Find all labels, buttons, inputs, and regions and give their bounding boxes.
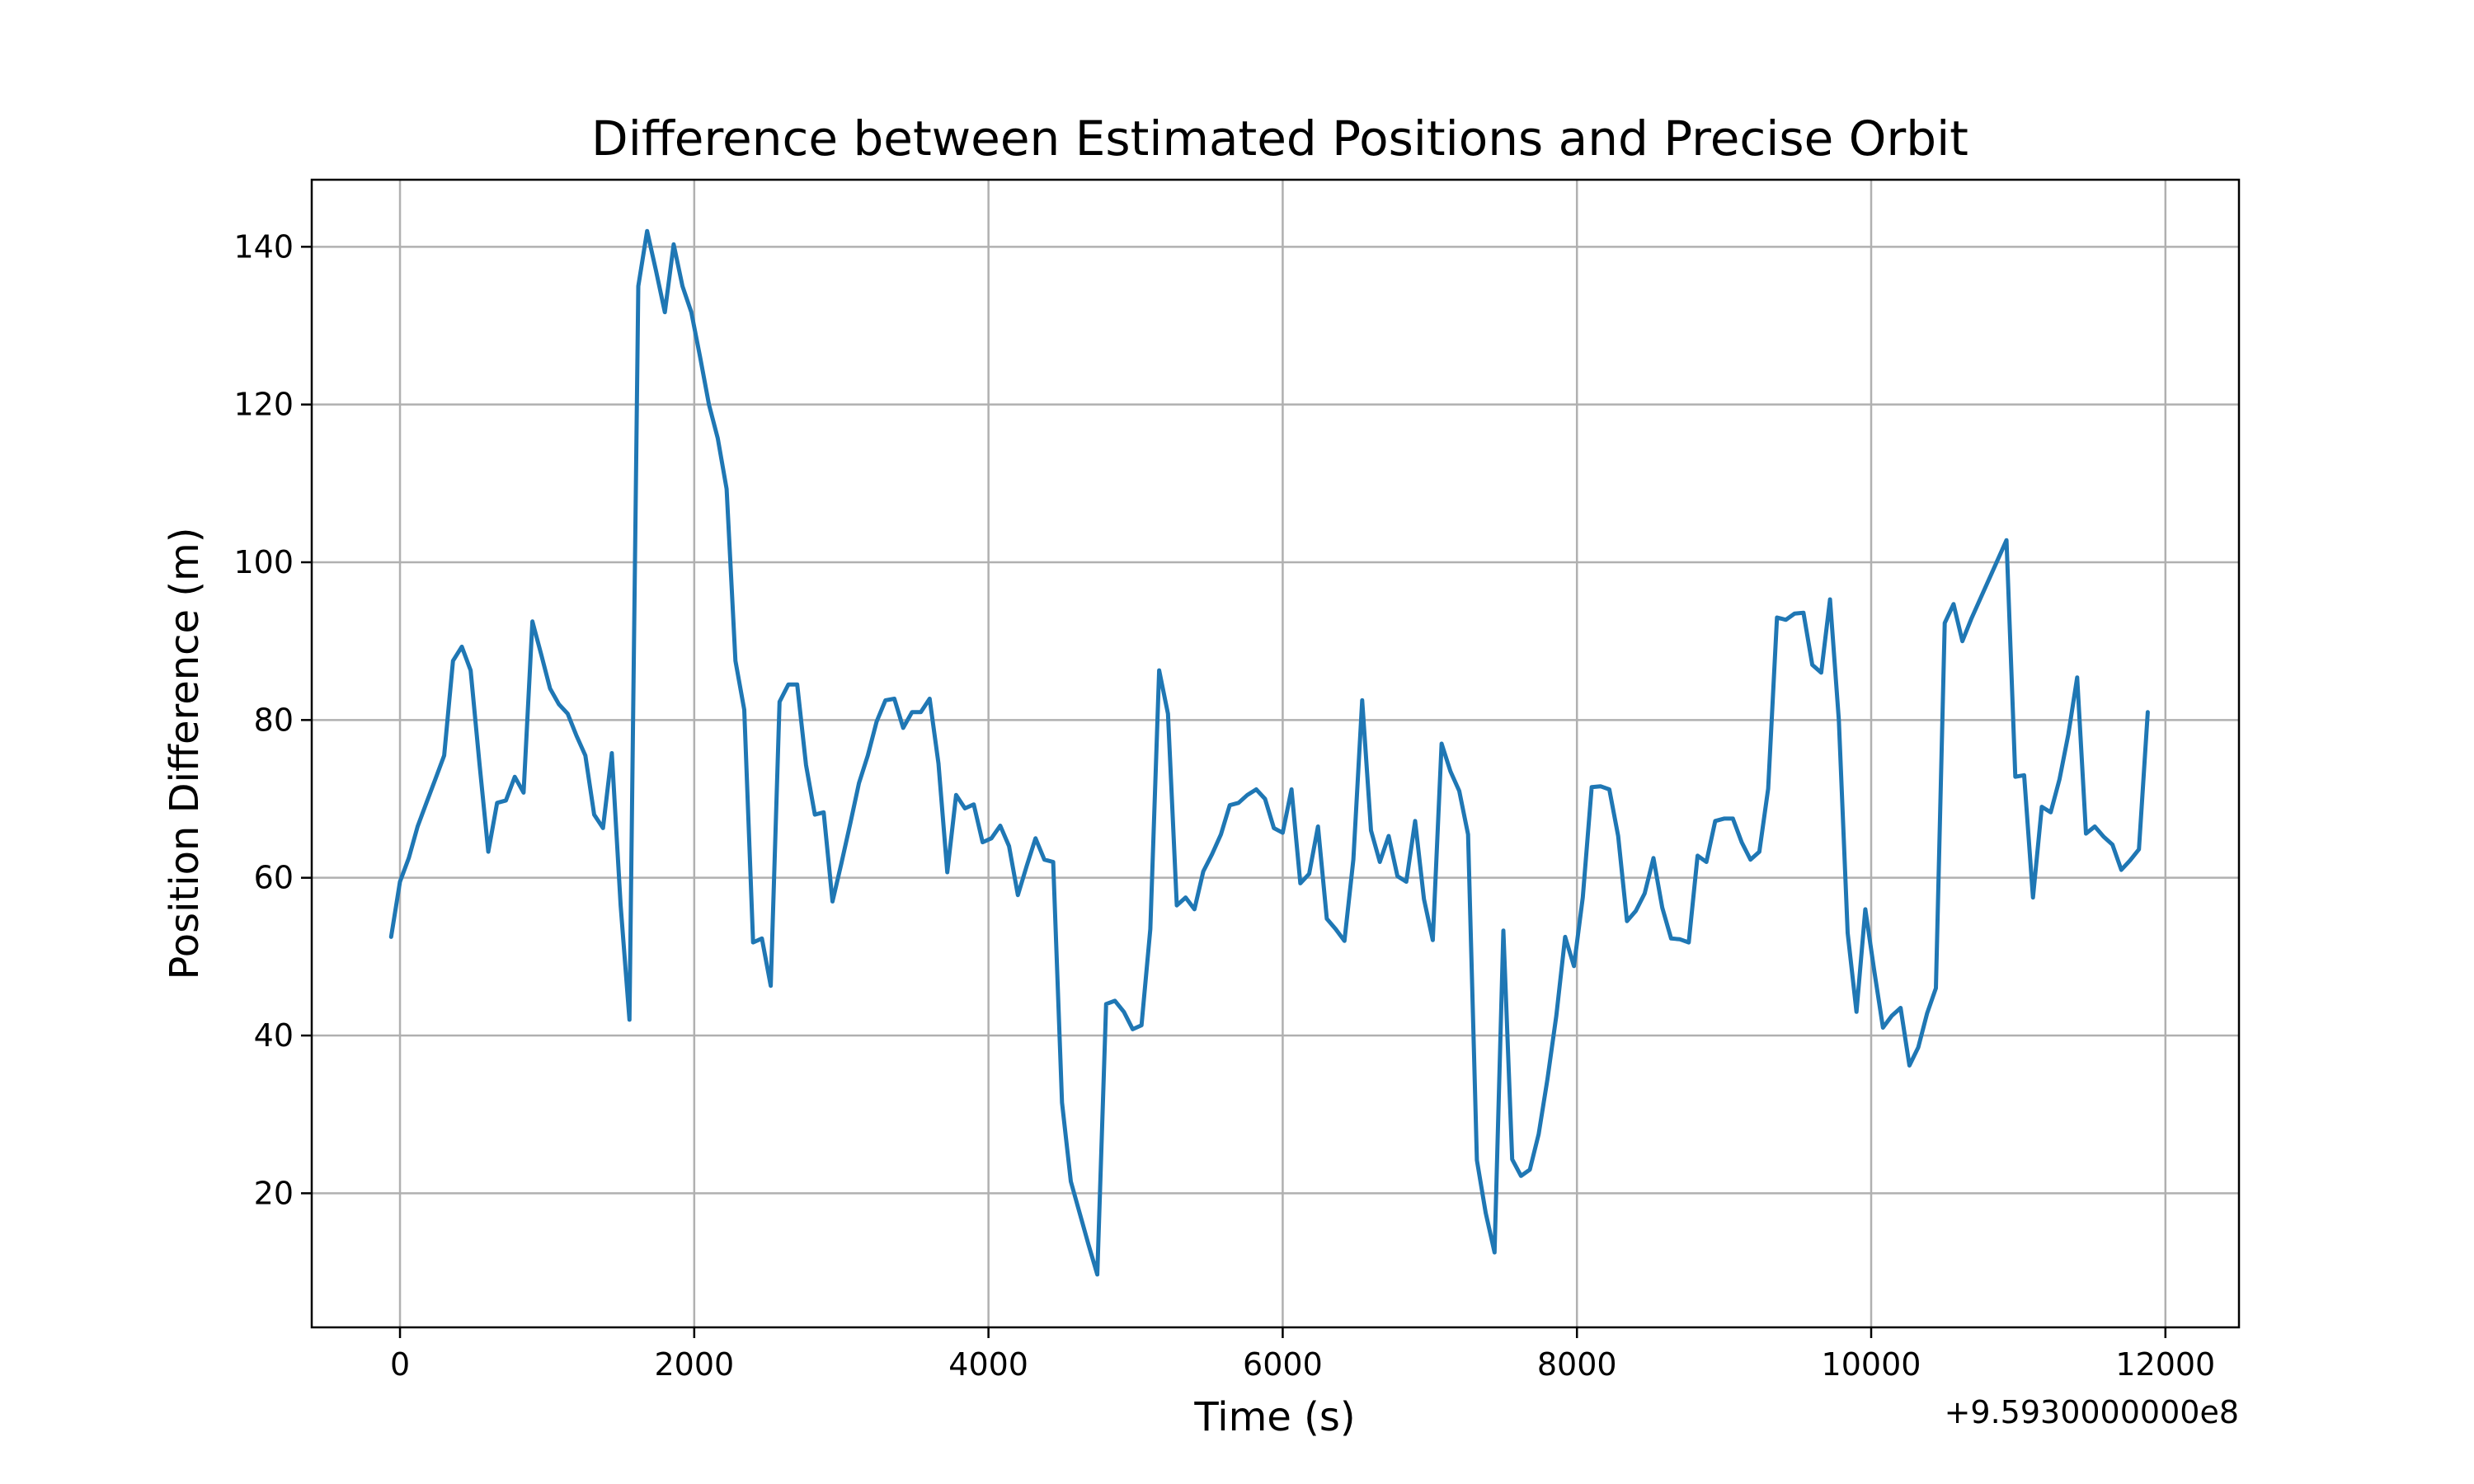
- x-tick-label: 12000: [2115, 1346, 2215, 1383]
- y-tick-label: 60: [254, 860, 294, 896]
- y-tick-label: 100: [233, 544, 294, 580]
- y-axis-label: Position Difference (m): [162, 527, 208, 979]
- x-tick-label: 6000: [1243, 1346, 1323, 1383]
- x-axis-label: Time (s): [1193, 1394, 1355, 1440]
- x-tick-label: 4000: [948, 1346, 1028, 1383]
- plot-frame: [310, 178, 2241, 1329]
- y-tick-label: 40: [254, 1017, 294, 1054]
- x-axis-offset-label: +9.5930000000e8: [1945, 1394, 2239, 1430]
- y-tick-label: 20: [254, 1175, 294, 1211]
- series-layer: [388, 228, 2150, 1277]
- x-tick-label: 10000: [1822, 1346, 1921, 1383]
- ticks: 0 2000 4000 6000 8000 10000 12000 20 40 60 80 100 12…: [233, 228, 2215, 1383]
- x-tick-label: 8000: [1537, 1346, 1617, 1383]
- y-tick-label: 120: [233, 387, 294, 423]
- chart-title: Difference between Estimated Positions a…: [591, 110, 1968, 167]
- y-tick-label: 140: [233, 228, 294, 265]
- series-line: [388, 228, 2150, 1277]
- x-tick-label: 0: [390, 1346, 410, 1383]
- y-tick-label: 80: [254, 702, 294, 738]
- x-tick-label: 2000: [654, 1346, 734, 1383]
